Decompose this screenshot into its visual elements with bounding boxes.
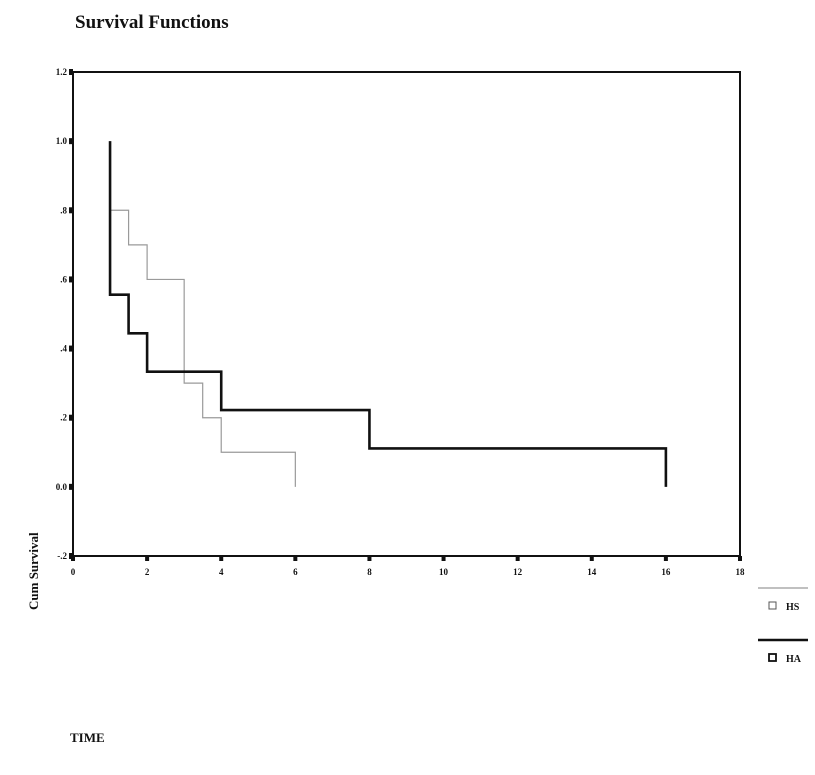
y-tick-label: .8 [60, 205, 67, 215]
legend: HS HA [758, 587, 808, 665]
y-tick [69, 69, 73, 75]
y-tick-label: 1.0 [56, 136, 68, 146]
x-tick [441, 556, 446, 561]
y-tick-label: 0.0 [56, 482, 68, 492]
x-axis-ticks: 0 2 4 6 8 10 12 14 16 18 [71, 556, 745, 577]
x-tick-label: 4 [219, 567, 224, 577]
x-axis-label: TIME [70, 730, 105, 745]
series-line-ha [108, 141, 668, 487]
plot-frame [72, 71, 741, 557]
x-tick-label: 8 [367, 567, 372, 577]
y-tick [69, 207, 73, 214]
legend-label-ha: HA [786, 654, 802, 665]
y-tick [69, 483, 73, 490]
series-layer [108, 141, 668, 487]
x-tick [663, 556, 668, 561]
x-tick [219, 556, 224, 561]
x-tick-label: 14 [587, 567, 597, 577]
x-tick-label: 6 [293, 567, 298, 577]
x-tick [515, 556, 520, 561]
x-tick-label: 12 [513, 567, 523, 577]
y-tick-label: .2 [60, 413, 67, 423]
y-tick [69, 276, 73, 283]
y-tick-label: -.2 [57, 551, 67, 561]
y-tick [69, 138, 73, 145]
x-tick [145, 556, 150, 561]
x-tick-label: 10 [439, 567, 449, 577]
legend-marker-hs [768, 601, 777, 610]
x-tick [589, 556, 594, 561]
y-tick [69, 345, 73, 352]
x-tick [738, 556, 742, 561]
legend-marker-ha [768, 653, 777, 662]
legend-label-hs: HS [786, 602, 800, 613]
y-tick-label: 1.2 [56, 67, 68, 77]
y-axis-ticks: -.2 0.0 .2 .4 .6 .8 1.0 1.2 [56, 67, 73, 561]
series-line-hs [110, 209, 296, 487]
y-tick-label: .6 [60, 274, 67, 284]
chart-title: Survival Functions [75, 12, 229, 33]
y-tick-label: .4 [60, 344, 67, 354]
y-axis-label: Cum Survival [26, 532, 41, 610]
x-tick [293, 556, 298, 561]
x-tick [367, 556, 372, 561]
x-tick-label: 0 [71, 567, 76, 577]
x-tick-label: 16 [661, 567, 671, 577]
x-tick-label: 18 [736, 567, 746, 577]
x-tick-label: 2 [145, 567, 150, 577]
y-tick [69, 414, 73, 421]
x-tick [71, 556, 75, 561]
